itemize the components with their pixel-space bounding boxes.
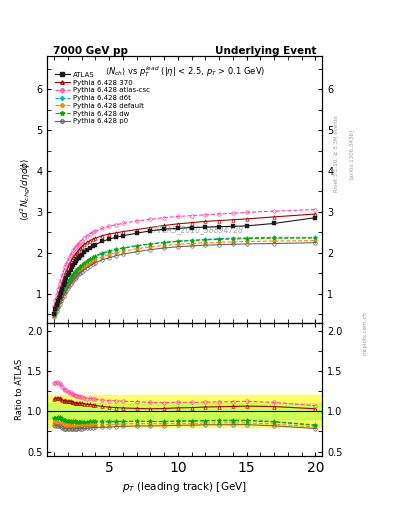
Text: mcplots.cern.ch: mcplots.cern.ch <box>363 311 368 355</box>
Text: Underlying Event: Underlying Event <box>215 46 317 56</box>
Text: [arXiv:1306.3436]: [arXiv:1306.3436] <box>349 129 354 179</box>
X-axis label: $p_T$ (leading track) [GeV]: $p_T$ (leading track) [GeV] <box>122 480 247 494</box>
Text: Rivet 3.1.10, ≥ 3.3M events: Rivet 3.1.10, ≥ 3.3M events <box>334 115 338 192</box>
Text: $\langle N_{ch}\rangle$ vs $p_T^{lead}$ ($|\eta|$ < 2.5, $p_T$ > 0.1 GeV): $\langle N_{ch}\rangle$ vs $p_T^{lead}$ … <box>105 65 265 79</box>
Legend: ATLAS, Pythia 6.428 370, Pythia 6.428 atlas-csc, Pythia 6.428 d6t, Pythia 6.428 : ATLAS, Pythia 6.428 370, Pythia 6.428 at… <box>53 71 151 125</box>
Y-axis label: $\langle d^2 N_{chg}/d\eta d\phi \rangle$: $\langle d^2 N_{chg}/d\eta d\phi \rangle… <box>19 158 33 221</box>
Y-axis label: Ratio to ATLAS: Ratio to ATLAS <box>15 358 24 420</box>
Bar <box>47 395 322 428</box>
Text: 7000 GeV pp: 7000 GeV pp <box>53 46 128 56</box>
Bar <box>47 403 322 419</box>
Text: ATLAS_2010_S8894728: ATLAS_2010_S8894728 <box>153 225 244 234</box>
